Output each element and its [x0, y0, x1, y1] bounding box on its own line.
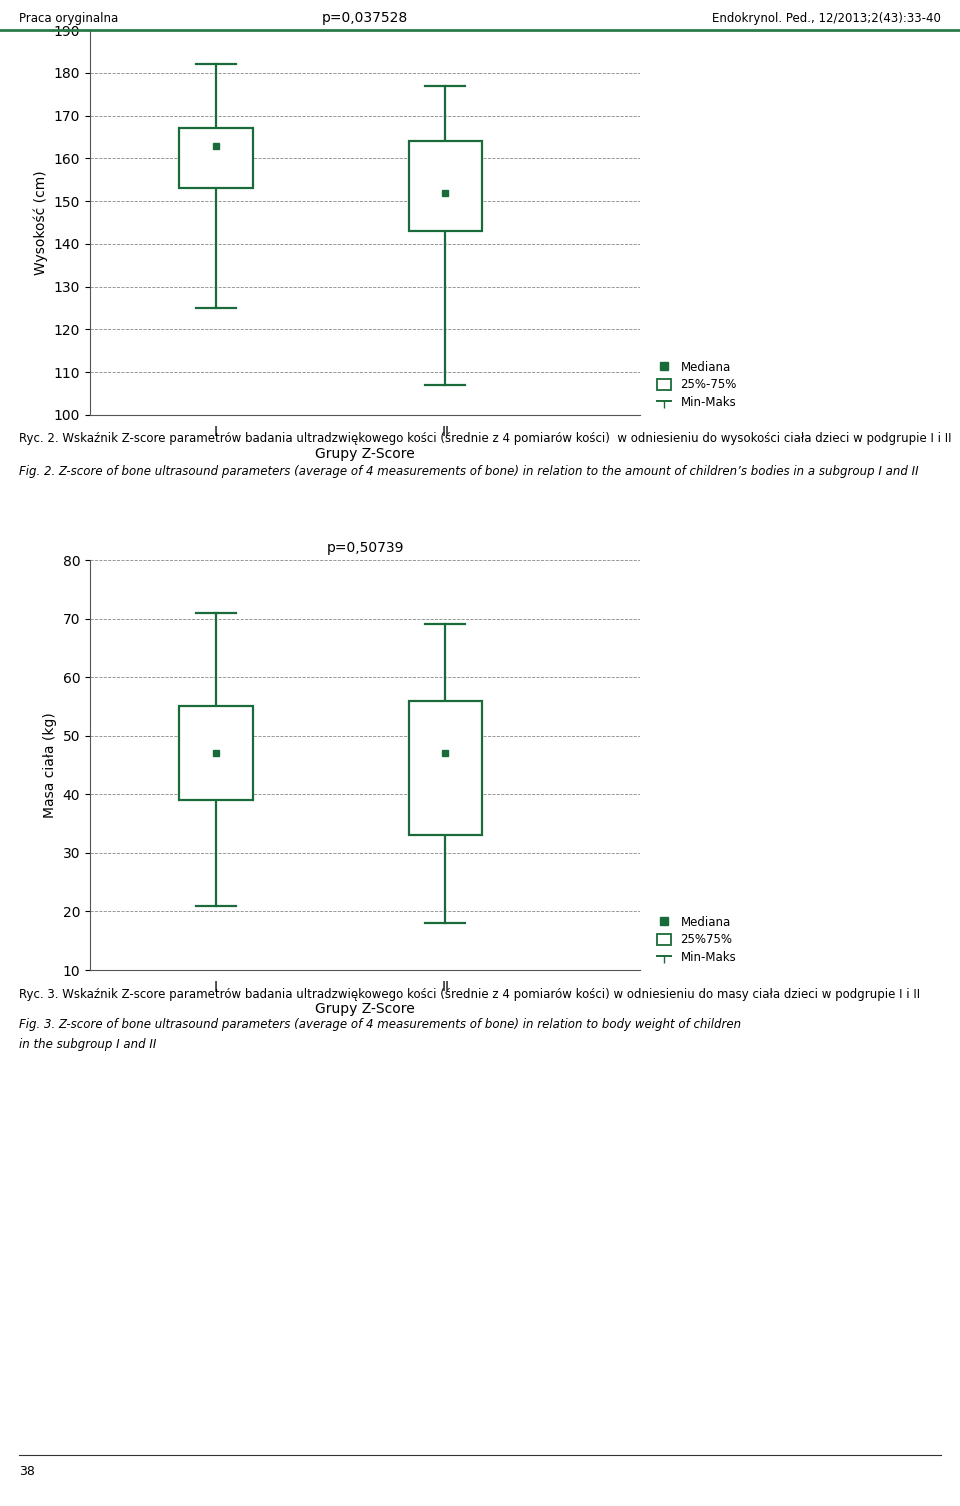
- Bar: [180, 706, 252, 800]
- X-axis label: Grupy Z-Score: Grupy Z-Score: [315, 1001, 415, 1017]
- Text: Fig. 3. Z-score of bone ultrasound parameters (average of 4 measurements of bone: Fig. 3. Z-score of bone ultrasound param…: [19, 1018, 741, 1032]
- Y-axis label: Masa ciała (kg): Masa ciała (kg): [43, 712, 57, 818]
- Text: Endokrynol. Ped., 12/2013;2(43):33-40: Endokrynol. Ped., 12/2013;2(43):33-40: [712, 12, 941, 26]
- Legend: Mediana, 25%75%, Min-Maks: Mediana, 25%75%, Min-Maks: [657, 916, 736, 964]
- Text: 38: 38: [19, 1465, 36, 1477]
- Title: p=0,037528: p=0,037528: [322, 11, 408, 24]
- Text: in the subgroup I and II: in the subgroup I and II: [19, 1038, 156, 1051]
- Text: Ryc. 2. Wskaźnik Z-score parametrów badania ultradzwiękowego kości (średnie z 4 : Ryc. 2. Wskaźnik Z-score parametrów bada…: [19, 432, 951, 444]
- Text: Praca oryginalna: Praca oryginalna: [19, 12, 118, 26]
- Bar: [409, 142, 482, 230]
- Legend: Mediana, 25%-75%, Min-Maks: Mediana, 25%-75%, Min-Maks: [657, 360, 737, 410]
- Title: p=0,50739: p=0,50739: [326, 541, 404, 554]
- Y-axis label: Wysokość (cm): Wysokość (cm): [34, 170, 48, 274]
- Text: Fig. 2. Z-score of bone ultrasound parameters (average of 4 measurements of bone: Fig. 2. Z-score of bone ultrasound param…: [19, 465, 919, 477]
- Bar: [409, 700, 482, 836]
- X-axis label: Grupy Z-Score: Grupy Z-Score: [315, 447, 415, 461]
- Bar: [180, 128, 252, 188]
- Text: Ryc. 3. Wskaźnik Z-score parametrów badania ultradzwiękowego kości (średnie z 4 : Ryc. 3. Wskaźnik Z-score parametrów bada…: [19, 988, 921, 1001]
